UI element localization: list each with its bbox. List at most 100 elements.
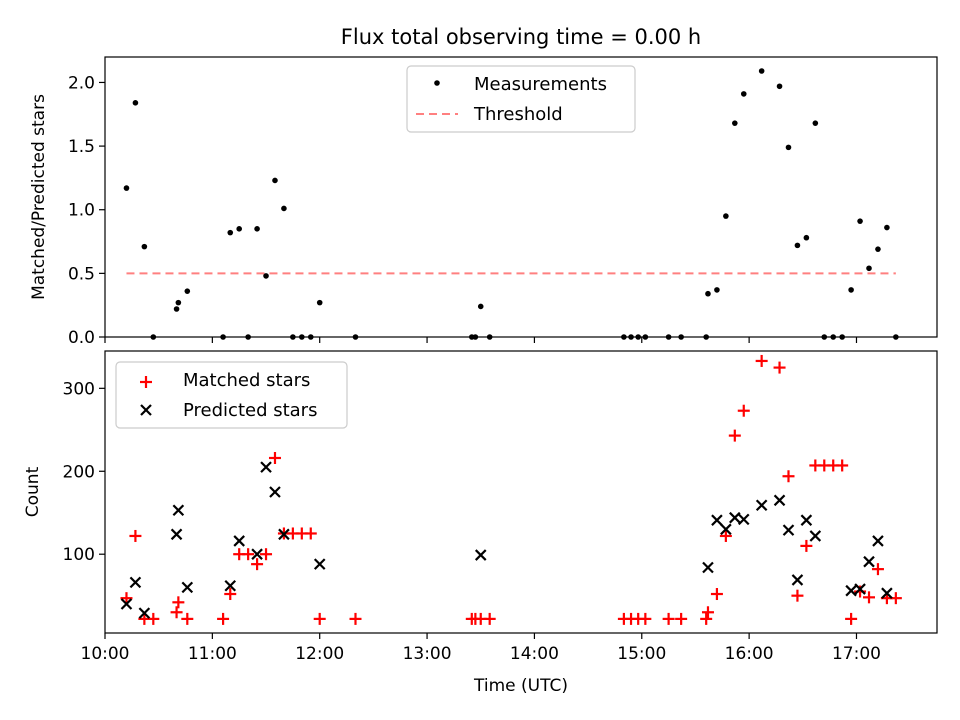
- predicted-star-point: [278, 528, 290, 541]
- ratio-x-axis: [104, 337, 858, 343]
- measurement-point: [272, 177, 278, 184]
- matched-star-point: [313, 612, 326, 625]
- matched-star-point: [863, 591, 876, 604]
- ratio-y-tick-label: 1.0: [68, 201, 95, 221]
- count-x-axis: 10:00 11:00 12:00 13:00 14:00 15:00 16:00 17:00: [81, 633, 881, 664]
- count-x-tick-label: 13:00: [403, 644, 452, 664]
- matched-star-point: [260, 548, 273, 561]
- matched-star-point: [675, 612, 688, 625]
- predicted-star-point: [224, 579, 237, 592]
- ratio-legend: Measurements Threshold: [406, 65, 636, 133]
- matched-star-point: [791, 589, 804, 602]
- matched-star-point: [701, 606, 714, 619]
- predicted-star-point: [854, 583, 866, 595]
- matched-star-point: [304, 527, 317, 540]
- matched-star-point: [662, 612, 675, 625]
- measurement-point: [732, 120, 738, 126]
- count-x-tick-label: 10:00: [81, 644, 130, 664]
- predicted-star-point: [800, 514, 813, 526]
- legend-predicted-marker: [140, 404, 152, 416]
- matched-star-point: [224, 588, 237, 601]
- predicted-star-point: [729, 511, 741, 524]
- measurement-point: [803, 234, 810, 241]
- measurement-point: [281, 205, 287, 212]
- predicted-star-point: [129, 576, 142, 589]
- predicted-star-point: [881, 587, 893, 599]
- legend-measurement-marker: [434, 80, 440, 86]
- matched-star-point: [755, 354, 768, 367]
- measurement-point: [866, 265, 872, 272]
- measurement-point: [227, 229, 234, 236]
- measurement-point: [263, 273, 269, 279]
- matched-star-point: [836, 459, 849, 472]
- measurement-point: [141, 243, 148, 250]
- matched-star-point: [120, 592, 133, 605]
- matched-star-point: [217, 612, 230, 625]
- predicted-star-point: [313, 558, 326, 570]
- measurement-point: [123, 185, 130, 191]
- count-points: [120, 354, 902, 625]
- count-x-tick-label: 11:00: [188, 644, 237, 664]
- matched-star-point: [483, 612, 496, 625]
- ratio-y-tick-label: 0.0: [68, 328, 95, 348]
- matched-star-point: [251, 558, 264, 571]
- predicted-star-point: [260, 461, 272, 473]
- ratio-y-tick-label: 2.0: [68, 73, 95, 93]
- ratio-y-tick-label: 0.5: [68, 264, 95, 284]
- count-y-tick-label: 200: [63, 462, 95, 482]
- count-legend: Matched stars Predicted stars: [115, 361, 348, 429]
- predicted-star-point: [782, 524, 795, 536]
- measurement-point: [794, 242, 801, 249]
- predicted-star-point: [170, 528, 183, 541]
- count-y-tick-label: 300: [63, 379, 95, 399]
- legend-measurements-label: Measurements: [474, 74, 607, 95]
- predicted-star-point: [702, 561, 714, 574]
- measurement-point: [236, 226, 242, 232]
- predicted-star-point: [863, 555, 875, 568]
- predicted-star-point: [269, 486, 281, 498]
- count-y-tick-label: 100: [63, 545, 95, 565]
- predicted-star-point: [872, 535, 884, 547]
- matched-star-point: [181, 612, 194, 625]
- measurement-point: [132, 100, 139, 106]
- matched-star-point: [710, 588, 723, 601]
- count-x-tick-label: 15:00: [617, 644, 666, 664]
- matched-star-point: [737, 404, 750, 417]
- x-axis-label: Time (UTC): [473, 676, 568, 696]
- measurement-point: [316, 299, 323, 306]
- measurement-point: [705, 290, 711, 297]
- chart-title: Flux total observing time = 0.00 h: [341, 25, 701, 49]
- matched-star-point: [845, 612, 858, 625]
- predicted-star-point: [120, 598, 133, 610]
- measurement-point: [184, 288, 191, 294]
- matched-star-point: [782, 470, 795, 483]
- count-x-tick-label: 12:00: [295, 644, 344, 664]
- count-y-axis-label: Count: [23, 466, 43, 517]
- predicted-star-point: [755, 499, 768, 512]
- matched-star-point: [147, 612, 160, 625]
- measurement-point: [723, 213, 729, 219]
- matched-star-point: [639, 612, 652, 625]
- predicted-star-point: [791, 574, 804, 586]
- measurement-point: [785, 144, 792, 151]
- count-x-tick-label: 14:00: [510, 644, 559, 664]
- matched-star-point: [349, 612, 362, 625]
- matched-star-point: [129, 529, 142, 542]
- ratio-y-tick-label: 1.5: [68, 137, 95, 157]
- matched-star-point: [172, 596, 185, 609]
- count-x-tick-label: 16:00: [725, 644, 774, 664]
- predicted-star-point: [845, 584, 857, 597]
- measurement-point: [857, 218, 863, 224]
- predicted-star-point: [172, 504, 185, 517]
- predicted-star-point: [711, 514, 723, 526]
- measurement-point: [884, 224, 890, 231]
- legend-matched-label: Matched stars: [183, 370, 310, 391]
- matched-star-point: [268, 451, 281, 464]
- matched-star-point: [871, 563, 884, 576]
- ratio-y-axis: 0.0 0.5 1.0 1.5 2.0: [68, 73, 105, 348]
- measurement-point: [477, 303, 484, 310]
- matched-star-point: [773, 361, 786, 374]
- measurement-point: [812, 120, 819, 126]
- measurement-point: [254, 226, 260, 232]
